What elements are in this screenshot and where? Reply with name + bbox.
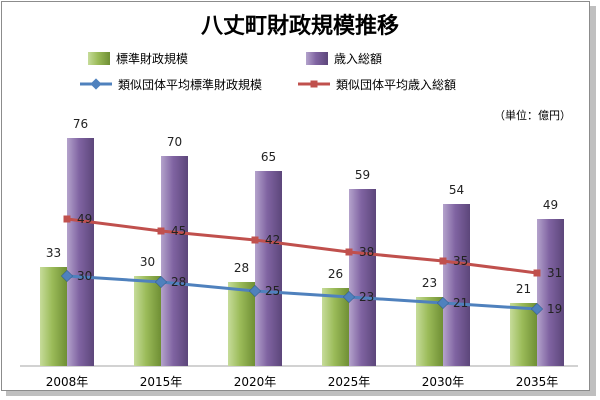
chart-frame-shadow-right — [590, 6, 596, 396]
bar-label-standard-fiscal-5: 21 — [516, 282, 531, 296]
legend-swatch-total-revenue — [306, 52, 328, 65]
bar-total-revenue-2 — [255, 171, 282, 366]
bar-label-total-revenue-5: 49 — [543, 198, 558, 212]
x-tick-label-4: 2030年 — [422, 375, 465, 389]
bar-label-total-revenue-0: 76 — [73, 117, 88, 131]
legend-swatch-standard-fiscal — [88, 52, 110, 65]
marker-similar-avg-standard-fiscal-4 — [436, 296, 450, 310]
unit-label: （単位：億円） — [494, 108, 571, 122]
marker-similar-avg-standard-fiscal-2 — [248, 284, 262, 298]
chart-frame — [1, 1, 590, 391]
bar-total-revenue-5 — [537, 219, 564, 366]
legend-item-standard-fiscal: 標準財政規模 — [88, 51, 188, 66]
bar-standard-fiscal-0 — [40, 267, 67, 366]
bar-total-revenue-4 — [443, 204, 470, 366]
bar-standard-fiscal-3 — [322, 288, 349, 366]
x-tick-label-5: 2035年 — [516, 375, 559, 389]
line-similar-avg-total-revenue — [66, 217, 538, 275]
bar-standard-fiscal-1 — [134, 276, 161, 366]
bar-label-standard-fiscal-3: 26 — [328, 267, 343, 281]
marker-similar-avg-standard-fiscal-0 — [60, 269, 74, 283]
legend-label-total-revenue: 歳入総額 — [334, 52, 382, 66]
bar-total-revenue-0 — [67, 138, 94, 366]
marker-similar-avg-total-revenue-2 — [251, 236, 259, 244]
line-label-similar-avg-total-revenue-1: 45 — [171, 224, 186, 238]
line-label-similar-avg-standard-fiscal-4: 21 — [453, 296, 468, 310]
marker-similar-avg-total-revenue-1 — [157, 227, 165, 235]
plot-area: 33 30 28 26 23 21 76 70 65 59 54 49 2008年 2015年 2020年 2… — [40, 117, 564, 389]
legend-label-similar-avg-standard-fiscal: 類似団体平均標準財政規模 — [118, 77, 262, 92]
line-similar-avg-standard-fiscal — [66, 274, 538, 311]
marker-similar-avg-standard-fiscal-5 — [530, 302, 544, 316]
bar-standard-fiscal-4 — [416, 297, 443, 366]
marker-similar-avg-standard-fiscal-1 — [154, 275, 168, 289]
legend-item-similar-avg-total-revenue: 類似団体平均歳入総額 — [298, 78, 456, 92]
bar-label-standard-fiscal-1: 30 — [140, 255, 155, 269]
line-label-similar-avg-standard-fiscal-1: 28 — [171, 275, 186, 289]
line-label-similar-avg-total-revenue-2: 42 — [265, 233, 280, 247]
marker-similar-avg-total-revenue-3 — [345, 248, 353, 256]
bar-label-standard-fiscal-2: 28 — [234, 261, 249, 275]
line-label-similar-avg-standard-fiscal-5: 19 — [547, 302, 562, 316]
bar-label-total-revenue-4: 54 — [449, 183, 464, 197]
marker-similar-avg-total-revenue-4 — [439, 257, 447, 265]
bar-standard-fiscal-5 — [510, 303, 537, 366]
legend-marker-similar-avg-total-revenue — [310, 80, 318, 88]
line-label-similar-avg-standard-fiscal-0: 30 — [77, 269, 92, 283]
bar-label-total-revenue-3: 59 — [355, 168, 370, 182]
bar-label-total-revenue-1: 70 — [167, 135, 182, 149]
bar-total-revenue-1 — [161, 156, 188, 366]
bar-label-standard-fiscal-4: 23 — [422, 276, 437, 290]
legend-item-total-revenue: 歳入総額 — [306, 52, 382, 66]
marker-similar-avg-total-revenue-5 — [533, 269, 541, 277]
line-label-similar-avg-total-revenue-5: 31 — [547, 266, 562, 280]
line-label-similar-avg-standard-fiscal-3: 23 — [359, 290, 374, 304]
x-tick-label-2: 2020年 — [234, 375, 277, 389]
bar-label-total-revenue-2: 65 — [261, 150, 276, 164]
line-label-similar-avg-total-revenue-4: 35 — [453, 254, 468, 268]
bar-standard-fiscal-2 — [228, 282, 255, 366]
bar-label-standard-fiscal-0: 33 — [46, 246, 61, 260]
marker-similar-avg-total-revenue-0 — [63, 215, 71, 223]
legend-label-standard-fiscal: 標準財政規模 — [116, 51, 188, 66]
x-tick-label-0: 2008年 — [46, 375, 89, 389]
chart-frame-shadow-bottom — [6, 391, 596, 396]
chart-title: 八丈町財政規模推移 — [201, 13, 399, 39]
marker-similar-avg-standard-fiscal-3 — [342, 290, 356, 304]
x-tick-label-3: 2025年 — [328, 375, 371, 389]
line-label-similar-avg-standard-fiscal-2: 25 — [265, 284, 280, 298]
line-label-similar-avg-total-revenue-0: 49 — [77, 212, 92, 226]
x-tick-label-1: 2015年 — [140, 375, 183, 389]
line-label-similar-avg-total-revenue-3: 38 — [359, 245, 374, 259]
legend-label-similar-avg-total-revenue: 類似団体平均歳入総額 — [336, 78, 456, 92]
bar-total-revenue-3 — [349, 189, 376, 366]
